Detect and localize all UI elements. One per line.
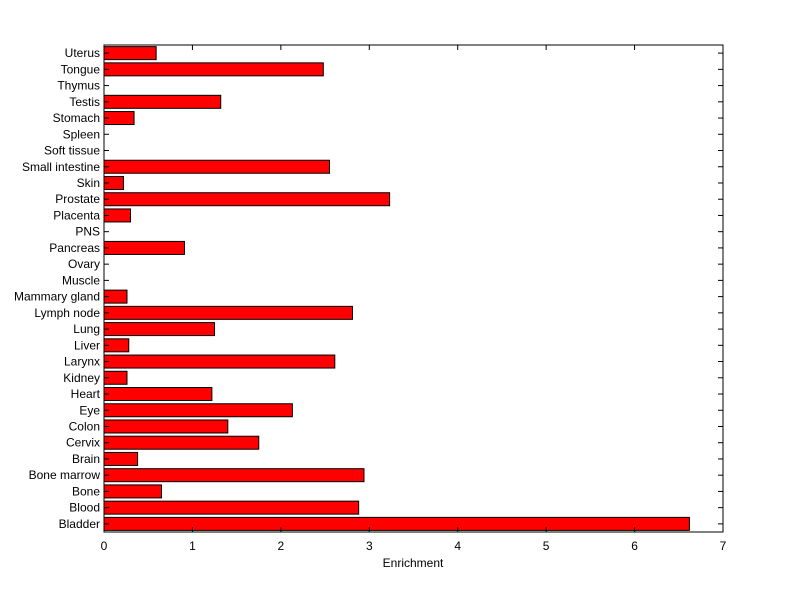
category-label-liver: Liver xyxy=(74,338,100,352)
bar-cervix xyxy=(103,435,260,450)
bar-lymph-node xyxy=(103,305,353,320)
x-tick-label-7: 7 xyxy=(720,539,727,553)
category-label-eye: Eye xyxy=(79,403,100,417)
category-label-lymph-node: Lymph node xyxy=(34,306,100,320)
category-labels-group: Bladder Blood Bone Bone marrow Brain Cervix Co… xyxy=(14,46,727,553)
category-label-pns: PNS xyxy=(75,225,100,239)
category-label-prostate: Prostate xyxy=(55,192,100,206)
category-label-blood: Blood xyxy=(69,501,100,515)
bar-bone-marrow xyxy=(103,468,365,483)
category-label-pancreas: Pancreas xyxy=(49,241,100,255)
category-label-skin: Skin xyxy=(77,176,100,190)
x-tick-label-4: 4 xyxy=(454,539,461,553)
x-tick-label-1: 1 xyxy=(189,539,196,553)
plot-background xyxy=(104,45,723,532)
x-tick-label-6: 6 xyxy=(631,539,638,553)
bar-small-intestine xyxy=(103,159,330,174)
bar-bone xyxy=(103,484,162,499)
bar-bladder xyxy=(103,516,690,531)
category-label-cervix: Cervix xyxy=(66,436,100,450)
x-tick-label-0: 0 xyxy=(101,539,108,553)
category-label-tongue: Tongue xyxy=(61,62,101,76)
category-label-bone-marrow: Bone marrow xyxy=(29,468,101,482)
x-tick-label-2: 2 xyxy=(278,539,285,553)
bar-lung xyxy=(103,322,216,337)
plot-frame xyxy=(103,44,724,533)
category-label-mammary-gland: Mammary gland xyxy=(14,290,100,304)
category-label-uterus: Uterus xyxy=(65,46,100,60)
category-label-larynx: Larynx xyxy=(64,355,100,369)
bar-blood xyxy=(103,500,360,515)
bar-colon xyxy=(103,419,229,434)
category-label-stomach: Stomach xyxy=(53,111,100,125)
category-label-spleen: Spleen xyxy=(63,127,100,141)
category-label-bladder: Bladder xyxy=(59,517,100,531)
category-label-thymus: Thymus xyxy=(57,79,100,93)
category-label-kidney: Kidney xyxy=(63,371,100,385)
bar-uterus xyxy=(103,46,157,61)
bar-brain xyxy=(103,451,139,466)
category-label-heart: Heart xyxy=(71,387,101,401)
bar-larynx xyxy=(103,354,336,369)
x-axis-label: Enrichment xyxy=(383,556,444,570)
category-label-muscle: Muscle xyxy=(62,273,100,287)
category-label-ovary: Ovary xyxy=(68,257,100,271)
bar-tongue xyxy=(103,62,324,77)
category-label-testis: Testis xyxy=(69,95,100,109)
bar-pancreas xyxy=(103,240,185,255)
bar-testis xyxy=(103,94,222,109)
ticks-group xyxy=(103,45,724,532)
x-tick-label-5: 5 xyxy=(543,539,550,553)
category-label-placenta: Placenta xyxy=(53,208,100,222)
category-label-lung: Lung xyxy=(73,322,100,336)
category-label-bone: Bone xyxy=(72,484,100,498)
bar-eye xyxy=(103,403,293,418)
category-label-colon: Colon xyxy=(69,419,100,433)
category-label-brain: Brain xyxy=(72,452,100,466)
category-label-small-intestine: Small intestine xyxy=(22,160,100,174)
x-tick-label-3: 3 xyxy=(366,539,373,553)
category-label-soft-tissue: Soft tissue xyxy=(44,144,100,158)
bar-heart xyxy=(103,387,213,402)
bar-prostate xyxy=(103,192,391,207)
